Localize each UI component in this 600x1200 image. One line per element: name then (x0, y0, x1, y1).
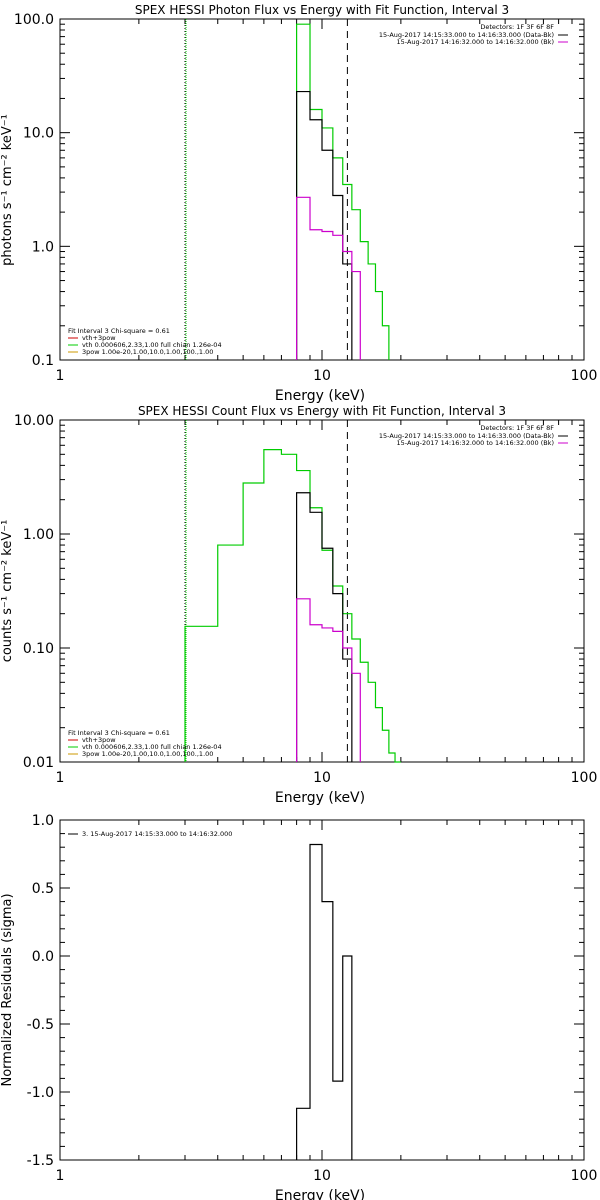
series-2-line (296, 492, 353, 762)
series-1-line (296, 843, 353, 1160)
x-axis-label: Energy (keV) (275, 1188, 365, 1200)
x-tick-label: 100 (571, 368, 598, 384)
y-tick-label: 1.0 (32, 239, 54, 255)
x-tick-label: 10 (313, 770, 331, 786)
x-axis-label: Energy (keV) (275, 388, 365, 404)
y-tick-label: 10.0 (23, 126, 54, 142)
x-tick-label: 100 (571, 770, 598, 786)
chart-title: SPEX HESSI Photon Flux vs Energy with Fi… (135, 3, 509, 17)
legend-left-entry: vth 0.000606,2.33,1.00 full chian 1.26e-… (82, 743, 222, 751)
legend-left-header: Fit Interval 3 Chi-square = 0.61 (68, 327, 170, 335)
legend-right-entry: 15-Aug-2017 14:16:32.000 to 14:16:32.000… (397, 439, 554, 447)
legend-left-entry: vth+3pow (82, 736, 116, 744)
y-axis-label: photons s⁻¹ cm⁻² keV⁻¹ (0, 114, 15, 266)
legend-right-entry: 15-Aug-2017 14:16:32.000 to 14:16:32.000… (397, 38, 554, 46)
y-tick-label: 0.5 (32, 881, 54, 897)
x-tick-label: 1 (56, 1168, 65, 1184)
x-axis-label: Energy (keV) (275, 790, 365, 806)
x-tick-label: 10 (313, 368, 331, 384)
y-axis-label: counts s⁻¹ cm⁻² keV⁻¹ (0, 520, 15, 663)
chart-panel-2: SPEX HESSI Count Flux vs Energy with Fit… (0, 404, 597, 806)
y-tick-label: 0.01 (23, 755, 54, 771)
series-1-line (296, 23, 390, 360)
chart-panel-1: SPEX HESSI Photon Flux vs Energy with Fi… (0, 3, 597, 404)
y-tick-label: 0.1 (32, 353, 54, 369)
legend-left-header: Fit Interval 3 Chi-square = 0.61 (68, 729, 170, 737)
chart-title: SPEX HESSI Count Flux vs Energy with Fit… (138, 404, 506, 418)
series-3-line (296, 196, 361, 360)
y-tick-label: -0.5 (27, 1017, 54, 1033)
y-tick-label: -1.5 (27, 1153, 54, 1169)
series-3-line (296, 598, 361, 762)
y-tick-label: -1.0 (27, 1085, 54, 1101)
legend-right-header: Detectors: 1F 3F 6F 8F (480, 23, 554, 31)
y-axis-label: Normalized Residuals (sigma) (0, 893, 15, 1086)
series-2-line (296, 90, 353, 360)
legend-right-entry: 15-Aug-2017 14:15:33.000 to 14:16:33.000… (379, 432, 554, 440)
y-tick-label: 1.0 (32, 813, 54, 829)
legend-left-entry: vth 0.000606,2.33,1.00 full chian 1.26e-… (82, 341, 222, 349)
y-tick-label: 100.0 (14, 12, 54, 28)
legend-left-entry: 3pow 1.00e-20,1.00,10.0,1.00,100.,1.00 (82, 348, 213, 356)
legend-left-entry: vth+3pow (82, 334, 116, 342)
y-tick-label: 0.10 (23, 641, 54, 657)
chart-panel-3: 1 10 100 Energy (keV) -1.5 -1.0 -0.5 0.0 0.5 1.0 N… (0, 813, 597, 1200)
x-tick-label: 1 (56, 368, 65, 384)
legend-left-entry: 3pow 1.00e-20,1.00,10.0,1.00,100.,1.00 (82, 750, 213, 758)
legend-left-entry: 3. 15-Aug-2017 14:15:33.000 to 14:16:32.… (82, 830, 232, 838)
y-tick-label: 10.00 (14, 413, 54, 429)
x-tick-label: 100 (571, 1168, 598, 1184)
y-tick-label: 0.0 (32, 949, 54, 965)
y-tick-label: 1.00 (23, 527, 54, 543)
x-tick-label: 10 (313, 1168, 331, 1184)
legend-right-entry: 15-Aug-2017 14:15:33.000 to 14:16:33.000… (379, 31, 554, 39)
x-tick-label: 1 (56, 770, 65, 786)
legend-right-header: Detectors: 1F 3F 6F 8F (480, 424, 554, 432)
